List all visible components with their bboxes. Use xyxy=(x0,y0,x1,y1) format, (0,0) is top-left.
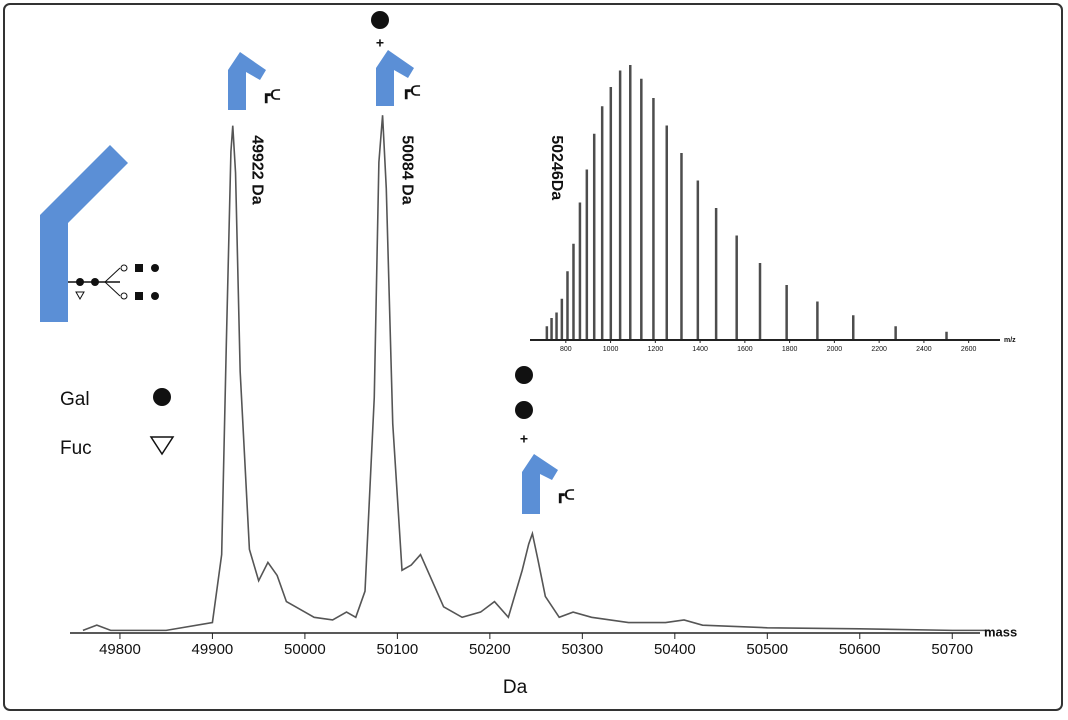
legend-label: Gal xyxy=(60,389,90,410)
peak-icon: + ┏ᑕ xyxy=(515,366,575,514)
x-tick-label: 1400 xyxy=(692,346,708,353)
legend-symbol xyxy=(153,388,171,406)
x-tick-label: 2200 xyxy=(871,346,887,353)
x-tick-label: 2600 xyxy=(961,346,977,353)
x-tick-label: 50500 xyxy=(746,641,788,658)
svg-text:+: + xyxy=(520,431,528,447)
svg-text:+: + xyxy=(376,35,384,51)
peak-icon: ┏ᑕ xyxy=(228,52,281,110)
x-tick-label: 50100 xyxy=(377,641,419,658)
spectrum-line xyxy=(82,115,990,632)
legend-label: Fuc xyxy=(60,438,92,459)
x-tick-label: 2400 xyxy=(916,346,932,353)
x-tick-label: 800 xyxy=(560,346,572,353)
x-unit-label: mass xyxy=(984,624,1017,639)
antibody-icon xyxy=(40,145,159,322)
x-tick-label: 1200 xyxy=(648,346,664,353)
x-unit-label: m/z xyxy=(1004,337,1016,344)
x-tick-label: 50600 xyxy=(839,641,881,658)
peak-label: 50246Da xyxy=(548,135,565,200)
frame xyxy=(3,3,1063,711)
svg-text:┏ᑕ: ┏ᑕ xyxy=(402,83,421,100)
x-tick-label: 50400 xyxy=(654,641,696,658)
x-tick-label: 2000 xyxy=(827,346,843,353)
x-tick-label: 1000 xyxy=(603,346,619,353)
x-tick-label: 50300 xyxy=(561,641,603,658)
x-tick-label: 49900 xyxy=(192,641,234,658)
x-tick-label: 50200 xyxy=(469,641,511,658)
svg-text:┏ᑕ: ┏ᑕ xyxy=(556,487,575,504)
x-tick-label: 50000 xyxy=(284,641,326,658)
peak-label: 49922 Da xyxy=(249,135,266,204)
x-axis-label: Da xyxy=(503,677,528,698)
x-tick-label: 1800 xyxy=(782,346,798,353)
svg-text:┏ᑕ: ┏ᑕ xyxy=(262,87,281,104)
x-tick-label: 49800 xyxy=(99,641,141,658)
x-tick-label: 50700 xyxy=(931,641,973,658)
peak-icon: + ┏ᑕ xyxy=(371,11,421,106)
legend-symbol xyxy=(149,436,175,456)
peak-label: 50084 Da xyxy=(398,135,415,204)
x-tick-label: 1600 xyxy=(737,346,753,353)
